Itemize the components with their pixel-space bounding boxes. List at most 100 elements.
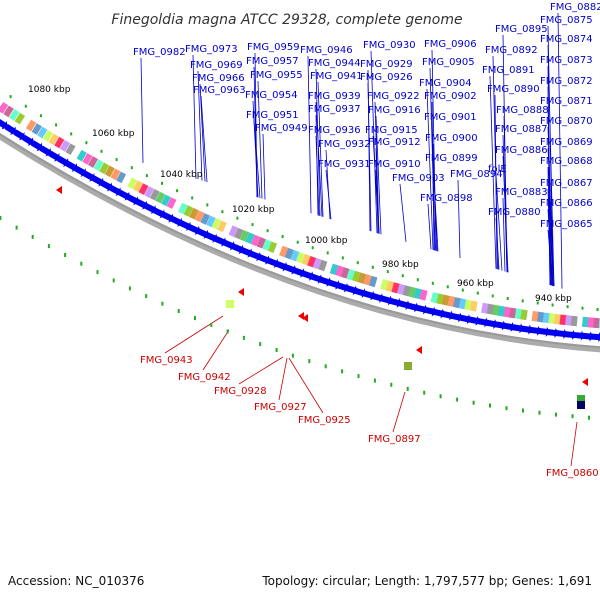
forward-gene-arrow [205, 232, 218, 243]
cog-block [581, 316, 589, 328]
gene-connector [399, 183, 407, 242]
cog-block [402, 285, 411, 297]
gene-connector [495, 174, 503, 271]
reverse-gene-block [577, 395, 585, 403]
gene-label: FMG_0883 [495, 187, 548, 198]
forward-gene-arrow [214, 236, 227, 247]
cog-block [9, 109, 20, 121]
cog-block [116, 171, 127, 184]
gene-connector [307, 55, 312, 214]
gc-skew-dot [538, 410, 541, 415]
forward-gene-arrow [92, 175, 105, 187]
cog-block [211, 218, 222, 230]
genome-backbone [0, 132, 600, 353]
gene-label: FMG_0894 [450, 169, 503, 180]
gc-dot [356, 261, 359, 265]
gene-connector [494, 94, 498, 270]
gc-skew-dot [439, 394, 442, 399]
cog-block [447, 295, 456, 307]
cog-block [200, 213, 210, 225]
gene-connector [253, 120, 261, 199]
forward-gene-arrow [13, 129, 26, 141]
gc-skew-dot [0, 216, 2, 220]
gene-label: FMG_0873 [540, 55, 593, 66]
gene-connector [252, 100, 259, 198]
kbp-label: 1060 kbp [92, 129, 135, 139]
cog-block [565, 315, 573, 326]
cog-block [458, 298, 467, 310]
gene-connector [199, 83, 206, 182]
gc-skew-dot [145, 294, 148, 299]
gene-connector [431, 49, 437, 251]
gc-dot [566, 305, 569, 309]
map-title: Finegoldia magna ATCC 29328, complete ge… [111, 12, 462, 28]
footer-accession: Accession: NC_010376 [8, 574, 145, 588]
cog-block [290, 249, 300, 262]
gc-skew-dot [31, 234, 34, 239]
gene-label: FMG_0865 [540, 219, 593, 230]
reverse-gene-label: FMG_0860 [546, 468, 599, 479]
gene-connector [457, 179, 461, 259]
gene-connector [375, 169, 380, 234]
gene-label: FMG_0870 [540, 116, 593, 127]
cog-block [380, 279, 389, 291]
gene-connector [495, 217, 500, 270]
gene-label: FMG_0922 [367, 91, 420, 102]
gc-dot [311, 246, 314, 250]
forward-gene-arrow [249, 250, 262, 262]
cog-block [87, 156, 99, 168]
forward-gene-arrow [275, 261, 288, 272]
gene-label: FMG_0910 [368, 159, 421, 170]
gc-skew-dot [275, 348, 278, 352]
gc-skew-dot [390, 382, 393, 387]
cog-block [441, 294, 450, 306]
gc-skew-dot [112, 278, 115, 283]
gene-label: FMG_0912 [368, 137, 421, 148]
gene-connector [557, 12, 563, 289]
forward-gene-arrow [83, 170, 96, 182]
gc-skew-dot [291, 353, 294, 358]
gene-label: folE [488, 164, 507, 175]
gene-connector [547, 229, 554, 286]
gene-connector [426, 88, 434, 250]
reverse-gene-block [226, 300, 234, 308]
cog-block [82, 153, 93, 165]
cog-block [284, 247, 294, 260]
gc-skew-dot [64, 253, 67, 257]
cog-block [262, 239, 272, 251]
gc-skew-dots [0, 95, 599, 420]
forward-gene-arrow [0, 118, 8, 130]
gc-skew-dot [177, 309, 180, 313]
cog-block [132, 180, 143, 193]
cog-block [76, 149, 87, 162]
cog-block [25, 119, 37, 132]
reverse-gene-labels: FMG_0943 FMG_0942 FMG_0928 FMG_0927 FMG_0925… [140, 355, 599, 479]
gene-label: FMG_0929 [360, 59, 413, 70]
gene-label: FMG_0926 [360, 72, 413, 83]
gc-dot [55, 123, 58, 127]
gc-skew-dot [194, 316, 196, 321]
gc-dot [551, 303, 554, 307]
reverse-gene-connector [392, 391, 406, 433]
kbp-label: 1080 kbp [28, 85, 71, 95]
gc-dot [371, 265, 374, 269]
cog-block [413, 288, 423, 300]
reverse-gene-track [56, 186, 588, 409]
cog-block [520, 309, 528, 321]
cog-block [548, 313, 556, 324]
gc-dot [491, 294, 494, 298]
gc-dot [24, 104, 27, 108]
gc-skew-dot [161, 301, 164, 306]
gene-label: FMG_0867 [540, 178, 593, 189]
gc-skew-dot [357, 374, 360, 379]
gene-label: FMG_0905 [422, 57, 475, 68]
reverse-gene-arrow [238, 288, 244, 296]
gene-label: FMG_0869 [540, 137, 593, 148]
reverse-gene-connector [238, 356, 284, 385]
gene-label: FMG_0963 [193, 85, 246, 96]
gc-skew-dot [472, 400, 475, 405]
gene-label: FMG_0954 [245, 90, 298, 101]
gc-dot [326, 251, 329, 255]
gene-connector [197, 70, 203, 181]
gc-dot [446, 285, 449, 289]
